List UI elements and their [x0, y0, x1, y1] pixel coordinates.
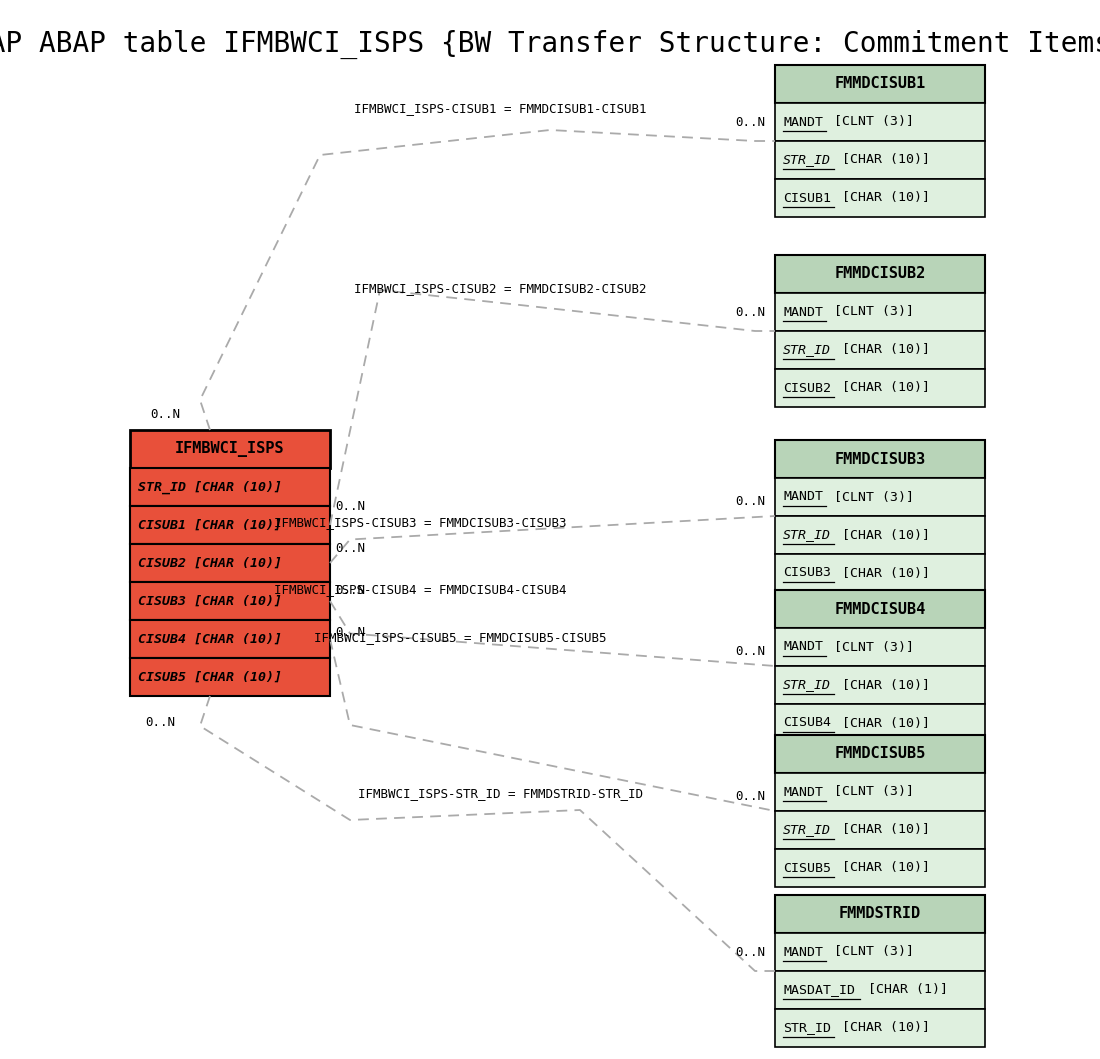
Text: 0..N: 0..N — [735, 306, 764, 319]
Text: STR_ID: STR_ID — [783, 824, 830, 837]
Text: FMMDSTRID: FMMDSTRID — [839, 907, 921, 921]
Text: IFMBWCI_ISPS-CISUB5 = FMMDCISUB5-CISUB5: IFMBWCI_ISPS-CISUB5 = FMMDCISUB5-CISUB5 — [314, 631, 606, 644]
Text: CISUB1 [CHAR (10)]: CISUB1 [CHAR (10)] — [138, 519, 282, 532]
Bar — [776, 369, 984, 407]
Bar — [776, 735, 984, 773]
Bar — [130, 620, 330, 658]
Text: 0..N: 0..N — [735, 645, 764, 658]
Text: [CLNT (3)]: [CLNT (3)] — [825, 641, 913, 653]
Bar — [776, 628, 984, 666]
Text: [CHAR (10)]: [CHAR (10)] — [834, 343, 929, 357]
Bar — [776, 895, 984, 933]
Text: 0..N: 0..N — [336, 626, 365, 639]
Text: FMMDCISUB5: FMMDCISUB5 — [835, 747, 925, 761]
Bar — [776, 704, 984, 742]
Text: STR_ID: STR_ID — [783, 343, 830, 357]
Text: IFMBWCI_ISPS-CISUB1 = FMMDCISUB1-CISUB1: IFMBWCI_ISPS-CISUB1 = FMMDCISUB1-CISUB1 — [354, 102, 647, 115]
Text: MANDT: MANDT — [783, 490, 823, 503]
Text: FMMDCISUB2: FMMDCISUB2 — [835, 267, 925, 282]
Text: CISUB2 [CHAR (10)]: CISUB2 [CHAR (10)] — [138, 556, 282, 570]
Bar — [776, 849, 984, 887]
Text: [CHAR (10)]: [CHAR (10)] — [834, 824, 929, 837]
Text: [CHAR (10)]: [CHAR (10)] — [834, 154, 929, 166]
Text: IFMBWCI_ISPS-CISUB4 = FMMDCISUB4-CISUB4: IFMBWCI_ISPS-CISUB4 = FMMDCISUB4-CISUB4 — [274, 584, 566, 596]
Text: SAP ABAP table IFMBWCI_ISPS {BW Transfer Structure: Commitment Items}: SAP ABAP table IFMBWCI_ISPS {BW Transfer… — [0, 30, 1100, 59]
Text: STR_ID: STR_ID — [783, 528, 830, 541]
Text: CISUB1: CISUB1 — [783, 192, 830, 204]
Bar — [776, 293, 984, 331]
Bar — [776, 478, 984, 516]
Bar — [776, 65, 984, 103]
Text: MANDT: MANDT — [783, 946, 823, 958]
Bar — [776, 516, 984, 554]
Text: CISUB5: CISUB5 — [783, 862, 830, 875]
Bar — [776, 773, 984, 811]
Text: MANDT: MANDT — [783, 115, 823, 128]
Text: [CHAR (10)]: [CHAR (10)] — [834, 679, 929, 692]
Text: 0..N: 0..N — [735, 116, 764, 129]
Bar — [776, 439, 984, 478]
Bar — [130, 582, 330, 620]
Text: [CHAR (10)]: [CHAR (10)] — [834, 717, 929, 730]
Text: FMMDCISUB4: FMMDCISUB4 — [835, 602, 925, 616]
Bar — [776, 255, 984, 293]
Text: [CLNT (3)]: [CLNT (3)] — [825, 305, 913, 319]
Text: 0..N: 0..N — [735, 495, 764, 508]
Text: [CHAR (10)]: [CHAR (10)] — [834, 528, 929, 541]
Bar — [130, 506, 330, 544]
Text: 0..N: 0..N — [145, 716, 175, 729]
Text: CISUB3 [CHAR (10)]: CISUB3 [CHAR (10)] — [138, 594, 282, 608]
Text: [CHAR (1)]: [CHAR (1)] — [859, 984, 947, 997]
Text: [CHAR (10)]: [CHAR (10)] — [834, 1022, 929, 1035]
Bar — [776, 331, 984, 369]
Bar — [130, 544, 330, 582]
Bar — [776, 933, 984, 971]
Bar — [130, 658, 330, 696]
Text: FMMDCISUB3: FMMDCISUB3 — [835, 451, 925, 467]
Text: 0..N: 0..N — [735, 790, 764, 803]
Text: [CLNT (3)]: [CLNT (3)] — [825, 946, 913, 958]
Bar — [130, 430, 330, 468]
Text: MANDT: MANDT — [783, 786, 823, 798]
Text: [CHAR (10)]: [CHAR (10)] — [834, 192, 929, 204]
Text: CISUB3: CISUB3 — [783, 567, 830, 579]
Bar — [776, 179, 984, 217]
Text: CISUB4: CISUB4 — [783, 717, 830, 730]
Text: CISUB4 [CHAR (10)]: CISUB4 [CHAR (10)] — [138, 632, 282, 646]
Text: [CHAR (10)]: [CHAR (10)] — [834, 862, 929, 875]
Bar — [130, 468, 330, 506]
Text: 0..N: 0..N — [150, 409, 180, 421]
Bar — [776, 103, 984, 141]
Text: [CLNT (3)]: [CLNT (3)] — [825, 115, 913, 128]
Bar — [776, 666, 984, 704]
Bar — [776, 554, 984, 592]
Text: IFMBWCI_ISPS-STR_ID = FMMDSTRID-STR_ID: IFMBWCI_ISPS-STR_ID = FMMDSTRID-STR_ID — [358, 787, 642, 800]
Text: 0..N: 0..N — [336, 500, 365, 513]
Text: [CLNT (3)]: [CLNT (3)] — [825, 490, 913, 503]
Text: IFMBWCI_ISPS: IFMBWCI_ISPS — [175, 441, 285, 457]
Text: [CHAR (10)]: [CHAR (10)] — [834, 381, 929, 395]
Text: MANDT: MANDT — [783, 305, 823, 319]
Text: IFMBWCI_ISPS-CISUB2 = FMMDCISUB2-CISUB2: IFMBWCI_ISPS-CISUB2 = FMMDCISUB2-CISUB2 — [354, 282, 647, 295]
Text: 0..N: 0..N — [735, 946, 764, 959]
Bar — [776, 971, 984, 1009]
Bar — [776, 141, 984, 179]
Text: STR_ID [CHAR (10)]: STR_ID [CHAR (10)] — [138, 481, 282, 493]
Bar — [776, 1009, 984, 1047]
Text: CISUB5 [CHAR (10)]: CISUB5 [CHAR (10)] — [138, 670, 282, 683]
Bar — [776, 590, 984, 628]
Text: STR_ID: STR_ID — [783, 679, 830, 692]
Text: CISUB2: CISUB2 — [783, 381, 830, 395]
Bar — [776, 811, 984, 849]
Text: IFMBWCI_ISPS-CISUB3 = FMMDCISUB3-CISUB3: IFMBWCI_ISPS-CISUB3 = FMMDCISUB3-CISUB3 — [274, 517, 566, 530]
Text: 0..N: 0..N — [336, 542, 365, 555]
Text: MANDT: MANDT — [783, 641, 823, 653]
Text: [CHAR (10)]: [CHAR (10)] — [834, 567, 929, 579]
Text: FMMDCISUB1: FMMDCISUB1 — [835, 76, 925, 91]
Text: 0..N: 0..N — [336, 584, 365, 597]
Text: STR_ID: STR_ID — [783, 1022, 830, 1035]
Text: STR_ID: STR_ID — [783, 154, 830, 166]
Text: MASDAT_ID: MASDAT_ID — [783, 984, 855, 997]
Text: [CLNT (3)]: [CLNT (3)] — [825, 786, 913, 798]
